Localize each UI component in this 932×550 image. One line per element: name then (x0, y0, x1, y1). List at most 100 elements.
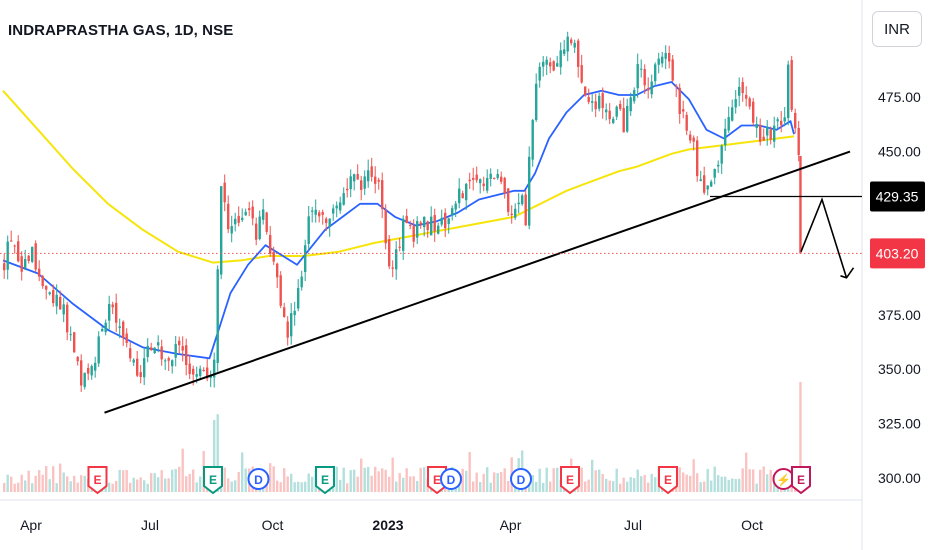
candle-body (248, 208, 251, 211)
arrow-drawing[interactable] (800, 197, 848, 279)
y-tick-label: 375.00 (878, 307, 921, 323)
candle-body (423, 216, 426, 228)
candle-body (31, 246, 34, 262)
candle-body (454, 203, 457, 210)
volume-bar (34, 475, 37, 492)
candle-body (780, 120, 783, 126)
volume-bar (727, 480, 730, 492)
time-axis[interactable]: Apr Jul Oct 2023 Apr Jul Oct (20, 517, 763, 533)
event-marker-earnings-green[interactable]: E (203, 466, 223, 495)
volume-bar (216, 414, 219, 492)
volume-bar (759, 469, 762, 492)
event-marker-earnings-pink[interactable]: E (791, 466, 811, 495)
candle-body (409, 224, 412, 226)
candle-body (381, 180, 384, 209)
candle-body (797, 127, 800, 155)
price-axis[interactable]: 300.00325.00350.00375.00400.00425.00450.… (878, 89, 921, 486)
candle-body (38, 268, 41, 277)
candlestick-series[interactable] (3, 31, 802, 392)
candle-body (160, 346, 163, 360)
candle-body (559, 50, 562, 68)
event-marker-earnings-green[interactable]: E (315, 466, 335, 495)
chart-title: INDRAPRASTHA GAS, 1D, NSE (8, 22, 234, 39)
volume-bar (136, 479, 139, 492)
volume-bar (349, 470, 352, 492)
event-marker-earnings-red[interactable]: E (560, 466, 580, 495)
candle-body (328, 218, 331, 227)
volume-bar (556, 467, 559, 492)
volume-bar (181, 448, 184, 492)
candle-body (311, 210, 314, 212)
candle-body (500, 176, 503, 182)
event-marker-label: E (209, 473, 217, 487)
currency-button[interactable]: INR (872, 11, 922, 47)
candle-body (661, 56, 664, 64)
candle-body (685, 114, 688, 131)
volume-bar (164, 478, 167, 492)
candle-body (69, 334, 72, 336)
volume-bar (734, 479, 737, 492)
event-marker-split[interactable]: ⚡ (772, 468, 795, 490)
candle-body (150, 347, 153, 351)
event-marker-dividend[interactable]: D (440, 468, 462, 490)
volume-bar (748, 469, 751, 492)
candle-body (213, 359, 216, 378)
candle-body (377, 179, 380, 182)
event-marker-dividend[interactable]: D (510, 468, 532, 490)
candle-body (251, 206, 254, 219)
candle-body (682, 109, 685, 112)
candle-body (346, 188, 349, 191)
candle-body (269, 235, 272, 254)
volume-bar (654, 477, 657, 492)
drawing-tools[interactable] (0, 150, 862, 414)
moving-average-fast (2, 81, 795, 360)
volume-bar (755, 483, 758, 492)
candle-body (122, 321, 125, 338)
volume-bar (146, 483, 149, 492)
candle-body (262, 209, 265, 220)
candle-body (402, 218, 405, 251)
volume-bar (531, 475, 534, 492)
candle-body (752, 101, 755, 123)
candle-body (510, 213, 513, 216)
candle-body (507, 188, 510, 212)
volume-bar (293, 482, 296, 492)
candle-body (776, 119, 779, 122)
candle-body (244, 211, 247, 216)
volume-bar (17, 482, 20, 492)
x-tick-label: Jul (141, 517, 159, 533)
event-marker-earnings-red[interactable]: E (87, 466, 108, 495)
candle-body (223, 182, 226, 203)
volume-bar (633, 478, 636, 492)
event-marker-dividend[interactable]: D (247, 468, 270, 490)
volume-bar (580, 467, 583, 492)
volume-bar (465, 470, 468, 492)
candle-body (479, 179, 482, 184)
event-markers[interactable]: E E D E E D D E E ⚡ E (87, 466, 811, 495)
trendline[interactable] (104, 150, 851, 414)
volume-bar (363, 467, 366, 492)
volume-bar (500, 472, 503, 492)
candle-body (608, 110, 611, 120)
volume-bar (799, 382, 802, 492)
event-marker-earnings-red[interactable]: E (658, 466, 678, 495)
volume-bar (717, 475, 720, 492)
volume-bar (398, 473, 401, 492)
price-tag-label: 429.35 (876, 189, 919, 205)
volume-bar (542, 482, 545, 492)
volume-bar (384, 469, 387, 492)
candle-body (206, 367, 209, 379)
event-marker-label: ⚡ (776, 473, 791, 487)
event-marker-label: D (517, 473, 526, 487)
candle-body (787, 64, 790, 118)
volume-bar (174, 469, 177, 492)
volume-bar (108, 482, 111, 492)
volume-bar (269, 463, 272, 492)
volume-bar (612, 481, 615, 492)
candle-body (577, 40, 580, 67)
volume-bar (692, 459, 695, 492)
candle-body (108, 303, 111, 321)
candle-body (87, 367, 90, 374)
volume-bar (370, 475, 373, 492)
